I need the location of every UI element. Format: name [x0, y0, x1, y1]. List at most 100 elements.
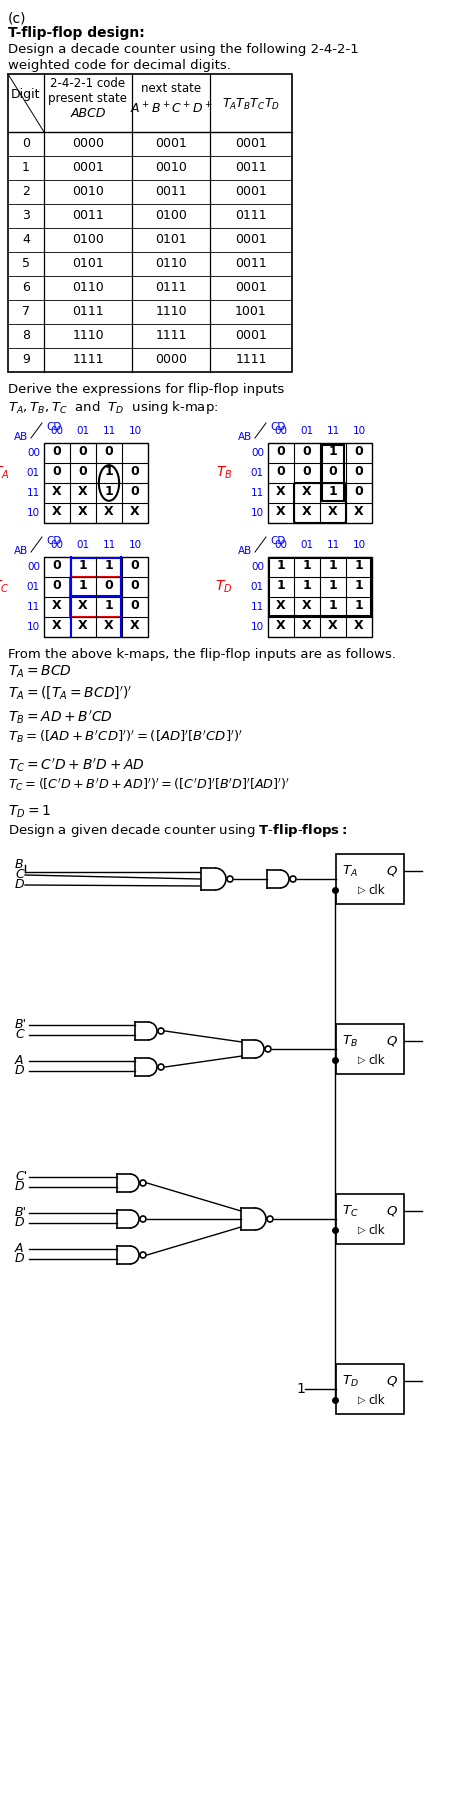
Text: X: X [276, 485, 285, 497]
Text: X: X [52, 600, 62, 612]
Text: C': C' [15, 1171, 27, 1184]
Text: 00: 00 [27, 447, 40, 458]
Text: Design a given decade counter using $\mathbf{T}$-$\mathbf{flip}$-$\mathbf{flops:: Design a given decade counter using $\ma… [8, 823, 346, 839]
Text: 01: 01 [250, 582, 263, 593]
Text: X: X [130, 505, 140, 517]
Text: 01: 01 [300, 426, 313, 436]
Text: X: X [302, 505, 311, 517]
Text: 00: 00 [250, 447, 263, 458]
Text: 0: 0 [52, 445, 61, 458]
Text: 11: 11 [326, 426, 339, 436]
Text: C: C [15, 869, 24, 882]
Text: 1111: 1111 [235, 354, 266, 366]
Text: 2-4-2-1 code: 2-4-2-1 code [51, 77, 125, 90]
Text: 0: 0 [354, 445, 363, 458]
Text: 1: 1 [328, 600, 337, 612]
Text: 11: 11 [250, 602, 263, 612]
Text: 0101: 0101 [155, 233, 187, 246]
Text: 1: 1 [302, 578, 311, 593]
Text: 0: 0 [302, 465, 311, 478]
Text: 0: 0 [130, 559, 139, 571]
Text: $T_C = \left(\left[C'D+B'D+AD\right]'\right)' = \left(\left[C'D\right]'\left[B'D: $T_C = \left(\left[C'D+B'D+AD\right]'\ri… [8, 776, 289, 792]
Text: 3: 3 [22, 208, 30, 223]
Text: 0001: 0001 [234, 136, 266, 151]
Text: 00: 00 [274, 541, 287, 550]
Text: 7: 7 [22, 305, 30, 318]
Text: A: A [15, 1054, 24, 1067]
Text: $T_C = C'D + B'D + AD$: $T_C = C'D + B'D + AD$ [8, 756, 145, 774]
Text: AB: AB [238, 546, 252, 557]
Text: $T_AT_BT_CT_D$: $T_AT_BT_CT_D$ [222, 97, 279, 111]
Text: 0001: 0001 [155, 136, 187, 151]
Text: X: X [104, 620, 114, 632]
Text: 0: 0 [276, 445, 285, 458]
Text: 01: 01 [76, 426, 89, 436]
Bar [268, 444, 371, 523]
Text: $T_B = \left(\left[AD + B'CD\right]'\right)' = \left(\left[AD\right]'\left[B'CD\: $T_B = \left(\left[AD + B'CD\right]'\rig… [8, 727, 243, 745]
Text: $\triangleright$: $\triangleright$ [356, 1225, 365, 1236]
Text: $A^+B^+C^+D^+$: $A^+B^+C^+D^+$ [129, 101, 212, 117]
Text: 10: 10 [128, 541, 141, 550]
Text: AB: AB [14, 433, 28, 442]
Text: X: X [78, 600, 88, 612]
Text: X: X [302, 600, 311, 612]
Text: 1: 1 [276, 578, 285, 593]
Text: 0110: 0110 [155, 257, 187, 269]
Text: 1: 1 [354, 578, 363, 593]
Text: 0: 0 [22, 136, 30, 151]
Text: 0100: 0100 [72, 233, 104, 246]
Text: 01: 01 [250, 469, 263, 478]
Text: 11: 11 [27, 602, 40, 612]
Bar [335, 1194, 403, 1245]
Text: X: X [354, 620, 363, 632]
Text: X: X [302, 485, 311, 497]
Text: 0: 0 [302, 445, 311, 458]
Text: $T_B$: $T_B$ [341, 1033, 357, 1049]
Text: 0: 0 [130, 600, 139, 612]
Text: D: D [15, 878, 25, 891]
Text: 10: 10 [352, 426, 365, 436]
Text: clk: clk [367, 1394, 384, 1406]
Text: X: X [78, 505, 88, 517]
Text: 1: 1 [354, 600, 363, 612]
Text: 10: 10 [250, 621, 263, 632]
Text: 1: 1 [22, 162, 30, 174]
Text: A: A [15, 1243, 24, 1255]
Text: 1: 1 [328, 559, 337, 571]
Text: T-flip-flop design:: T-flip-flop design: [8, 25, 144, 40]
Text: X: X [52, 505, 62, 517]
Text: 8: 8 [22, 329, 30, 341]
Text: X: X [276, 505, 285, 517]
Text: Derive the expressions for flip-flop inputs: Derive the expressions for flip-flop inp… [8, 383, 283, 395]
Text: 6: 6 [22, 280, 30, 295]
Text: 1: 1 [328, 485, 337, 497]
Bar [44, 557, 148, 638]
Text: $T_B$: $T_B$ [216, 465, 233, 481]
Text: AB: AB [238, 433, 252, 442]
Text: 1: 1 [354, 559, 363, 571]
Text: $T_A, T_B, T_C$  and  $T_D$  using k-map:: $T_A, T_B, T_C$ and $T_D$ using k-map: [8, 399, 218, 417]
Text: $T_C$: $T_C$ [0, 578, 9, 594]
Text: CD: CD [269, 535, 285, 546]
Text: 1111: 1111 [72, 354, 104, 366]
Text: X: X [130, 620, 140, 632]
Text: 0: 0 [52, 465, 61, 478]
Text: 10: 10 [250, 508, 263, 517]
Bar [335, 1024, 403, 1074]
Text: Design a decade counter using the following 2-4-2-1: Design a decade counter using the follow… [8, 43, 358, 56]
Text: $\triangleright$: $\triangleright$ [356, 1054, 365, 1065]
Text: $T_A$: $T_A$ [341, 864, 357, 878]
Text: X: X [328, 505, 337, 517]
Text: 1: 1 [78, 559, 87, 571]
Text: 1: 1 [104, 465, 113, 478]
Text: X: X [354, 505, 363, 517]
Text: 1111: 1111 [155, 329, 187, 341]
Text: $T_A$: $T_A$ [0, 465, 9, 481]
Text: 11: 11 [102, 541, 116, 550]
Text: B': B' [15, 1207, 27, 1219]
Text: 4: 4 [22, 233, 30, 246]
Text: 0: 0 [78, 445, 87, 458]
Text: 01: 01 [76, 541, 89, 550]
Text: ABCD: ABCD [70, 108, 106, 120]
Text: 1: 1 [104, 485, 113, 497]
